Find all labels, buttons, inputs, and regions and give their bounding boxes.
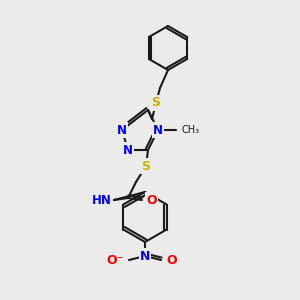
- Text: CH₃: CH₃: [181, 125, 199, 135]
- Text: O: O: [166, 254, 177, 266]
- Text: N: N: [123, 143, 133, 157]
- Text: S: S: [152, 97, 160, 110]
- Text: S: S: [142, 160, 151, 172]
- Text: N: N: [153, 124, 163, 136]
- Text: N: N: [117, 124, 127, 136]
- Text: N: N: [140, 250, 150, 262]
- Text: O: O: [146, 194, 157, 206]
- Text: O⁻: O⁻: [107, 254, 124, 266]
- Text: HN: HN: [92, 194, 112, 206]
